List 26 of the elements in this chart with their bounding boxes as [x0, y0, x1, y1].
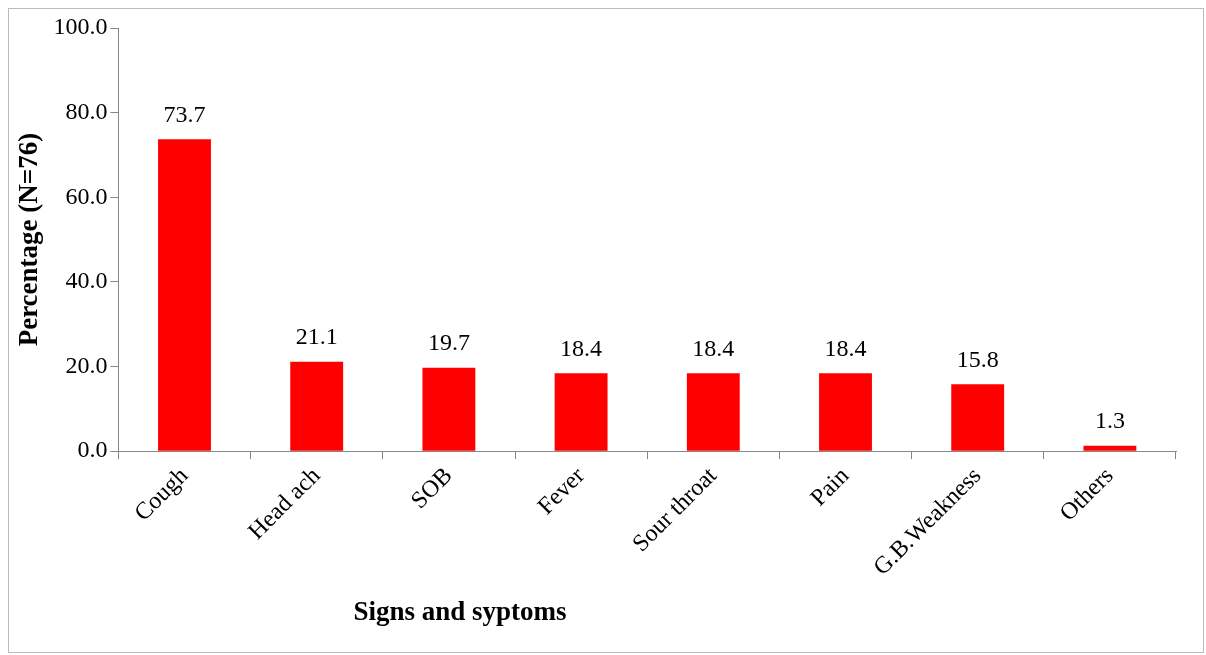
x-tick-label: Pain	[804, 461, 854, 511]
y-tick-label: 80.0	[65, 97, 108, 124]
bar	[158, 139, 211, 451]
bar	[1083, 445, 1137, 451]
bar	[951, 384, 1005, 451]
y-tick-label: 20.0	[65, 351, 108, 378]
data-label: 15.8	[956, 345, 999, 372]
y-tick-label: 60.0	[65, 182, 108, 209]
data-label: 18.4	[560, 334, 603, 361]
x-tick-label: SOB	[405, 461, 457, 514]
data-label: 73.7	[163, 100, 206, 127]
data-label: 21.1	[295, 323, 338, 350]
x-axis-title: Signs and syptoms	[352, 596, 568, 627]
bar	[819, 373, 872, 451]
y-tick-label: 100.0	[53, 13, 108, 40]
data-label: 18.4	[824, 334, 867, 361]
bar	[686, 373, 740, 451]
bar	[554, 373, 608, 451]
bar	[422, 367, 476, 451]
y-tick-label: 40.0	[65, 267, 108, 294]
data-label: 1.3	[1094, 406, 1125, 433]
bar	[290, 361, 344, 451]
y-axis-title: Percentage (N=76)	[13, 132, 44, 347]
data-label: 18.4	[692, 334, 735, 361]
data-label: 19.7	[427, 329, 470, 356]
y-tick-label: 0.0	[77, 436, 108, 463]
